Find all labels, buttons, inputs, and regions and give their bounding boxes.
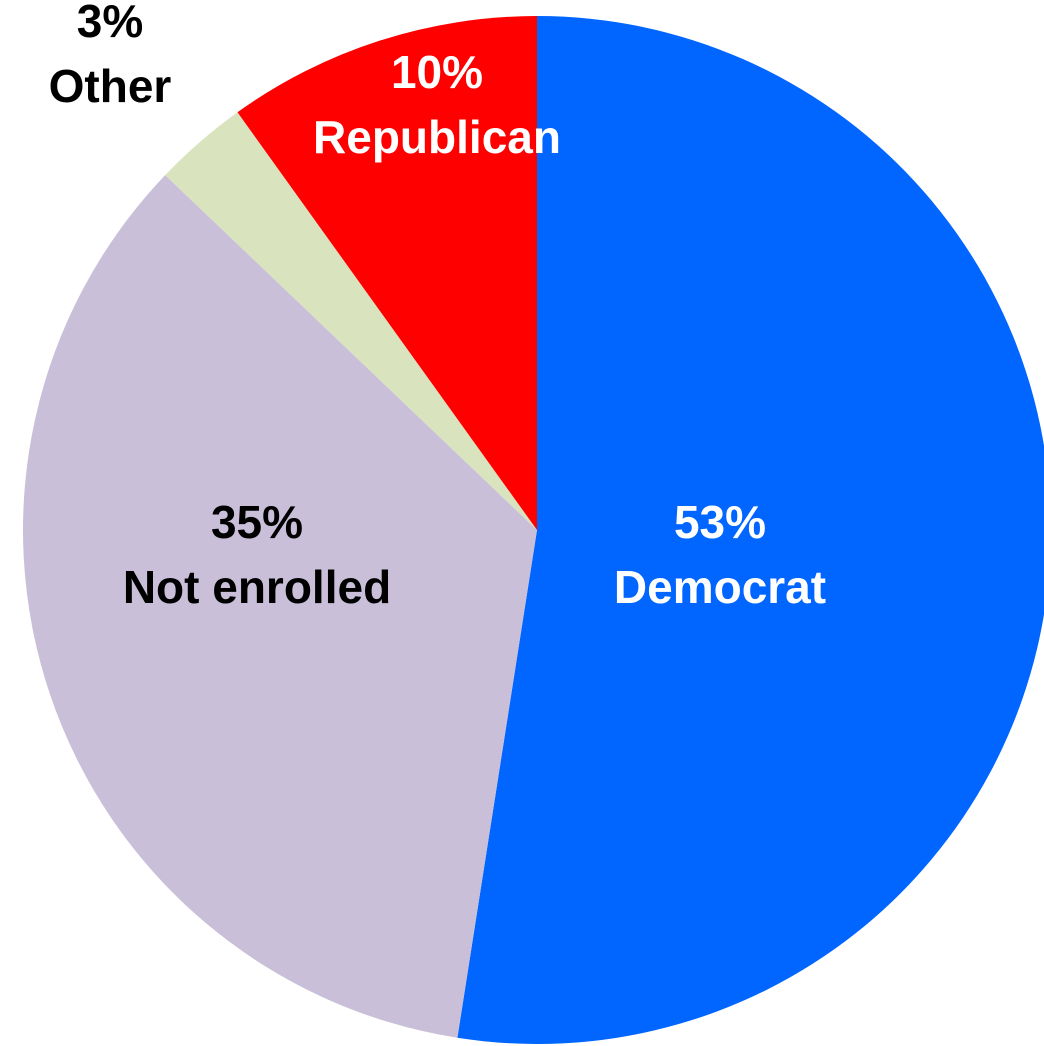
pie-label-percent: 3% xyxy=(77,0,143,47)
pie-slice-other xyxy=(165,112,538,530)
pie-label-democrat: 53% Democrat xyxy=(614,496,826,613)
pie-label-other: 3% Other xyxy=(49,0,172,112)
pie-label-name: Not enrolled xyxy=(123,561,391,613)
pie-label-name: Democrat xyxy=(614,561,826,613)
pie-labels: 53% Democrat 35% Not enrolled 3% Other 10% Repu… xyxy=(49,0,826,613)
pie-label-name: Republican xyxy=(313,111,561,163)
pie-label-republican: 10% Republican xyxy=(313,46,561,163)
pie-label-name: Other xyxy=(49,60,172,112)
pie-slice-democrat xyxy=(457,16,1044,1044)
pie-slice-republican xyxy=(237,16,537,530)
pie-label-percent: 53% xyxy=(674,496,766,548)
pie-label-percent: 10% xyxy=(391,46,483,98)
pie-slices xyxy=(22,16,1044,1044)
pie-label-not-enrolled: 35% Not enrolled xyxy=(123,496,391,613)
pie-slice-not-enrolled xyxy=(22,175,537,1038)
pie-label-percent: 35% xyxy=(211,496,303,548)
